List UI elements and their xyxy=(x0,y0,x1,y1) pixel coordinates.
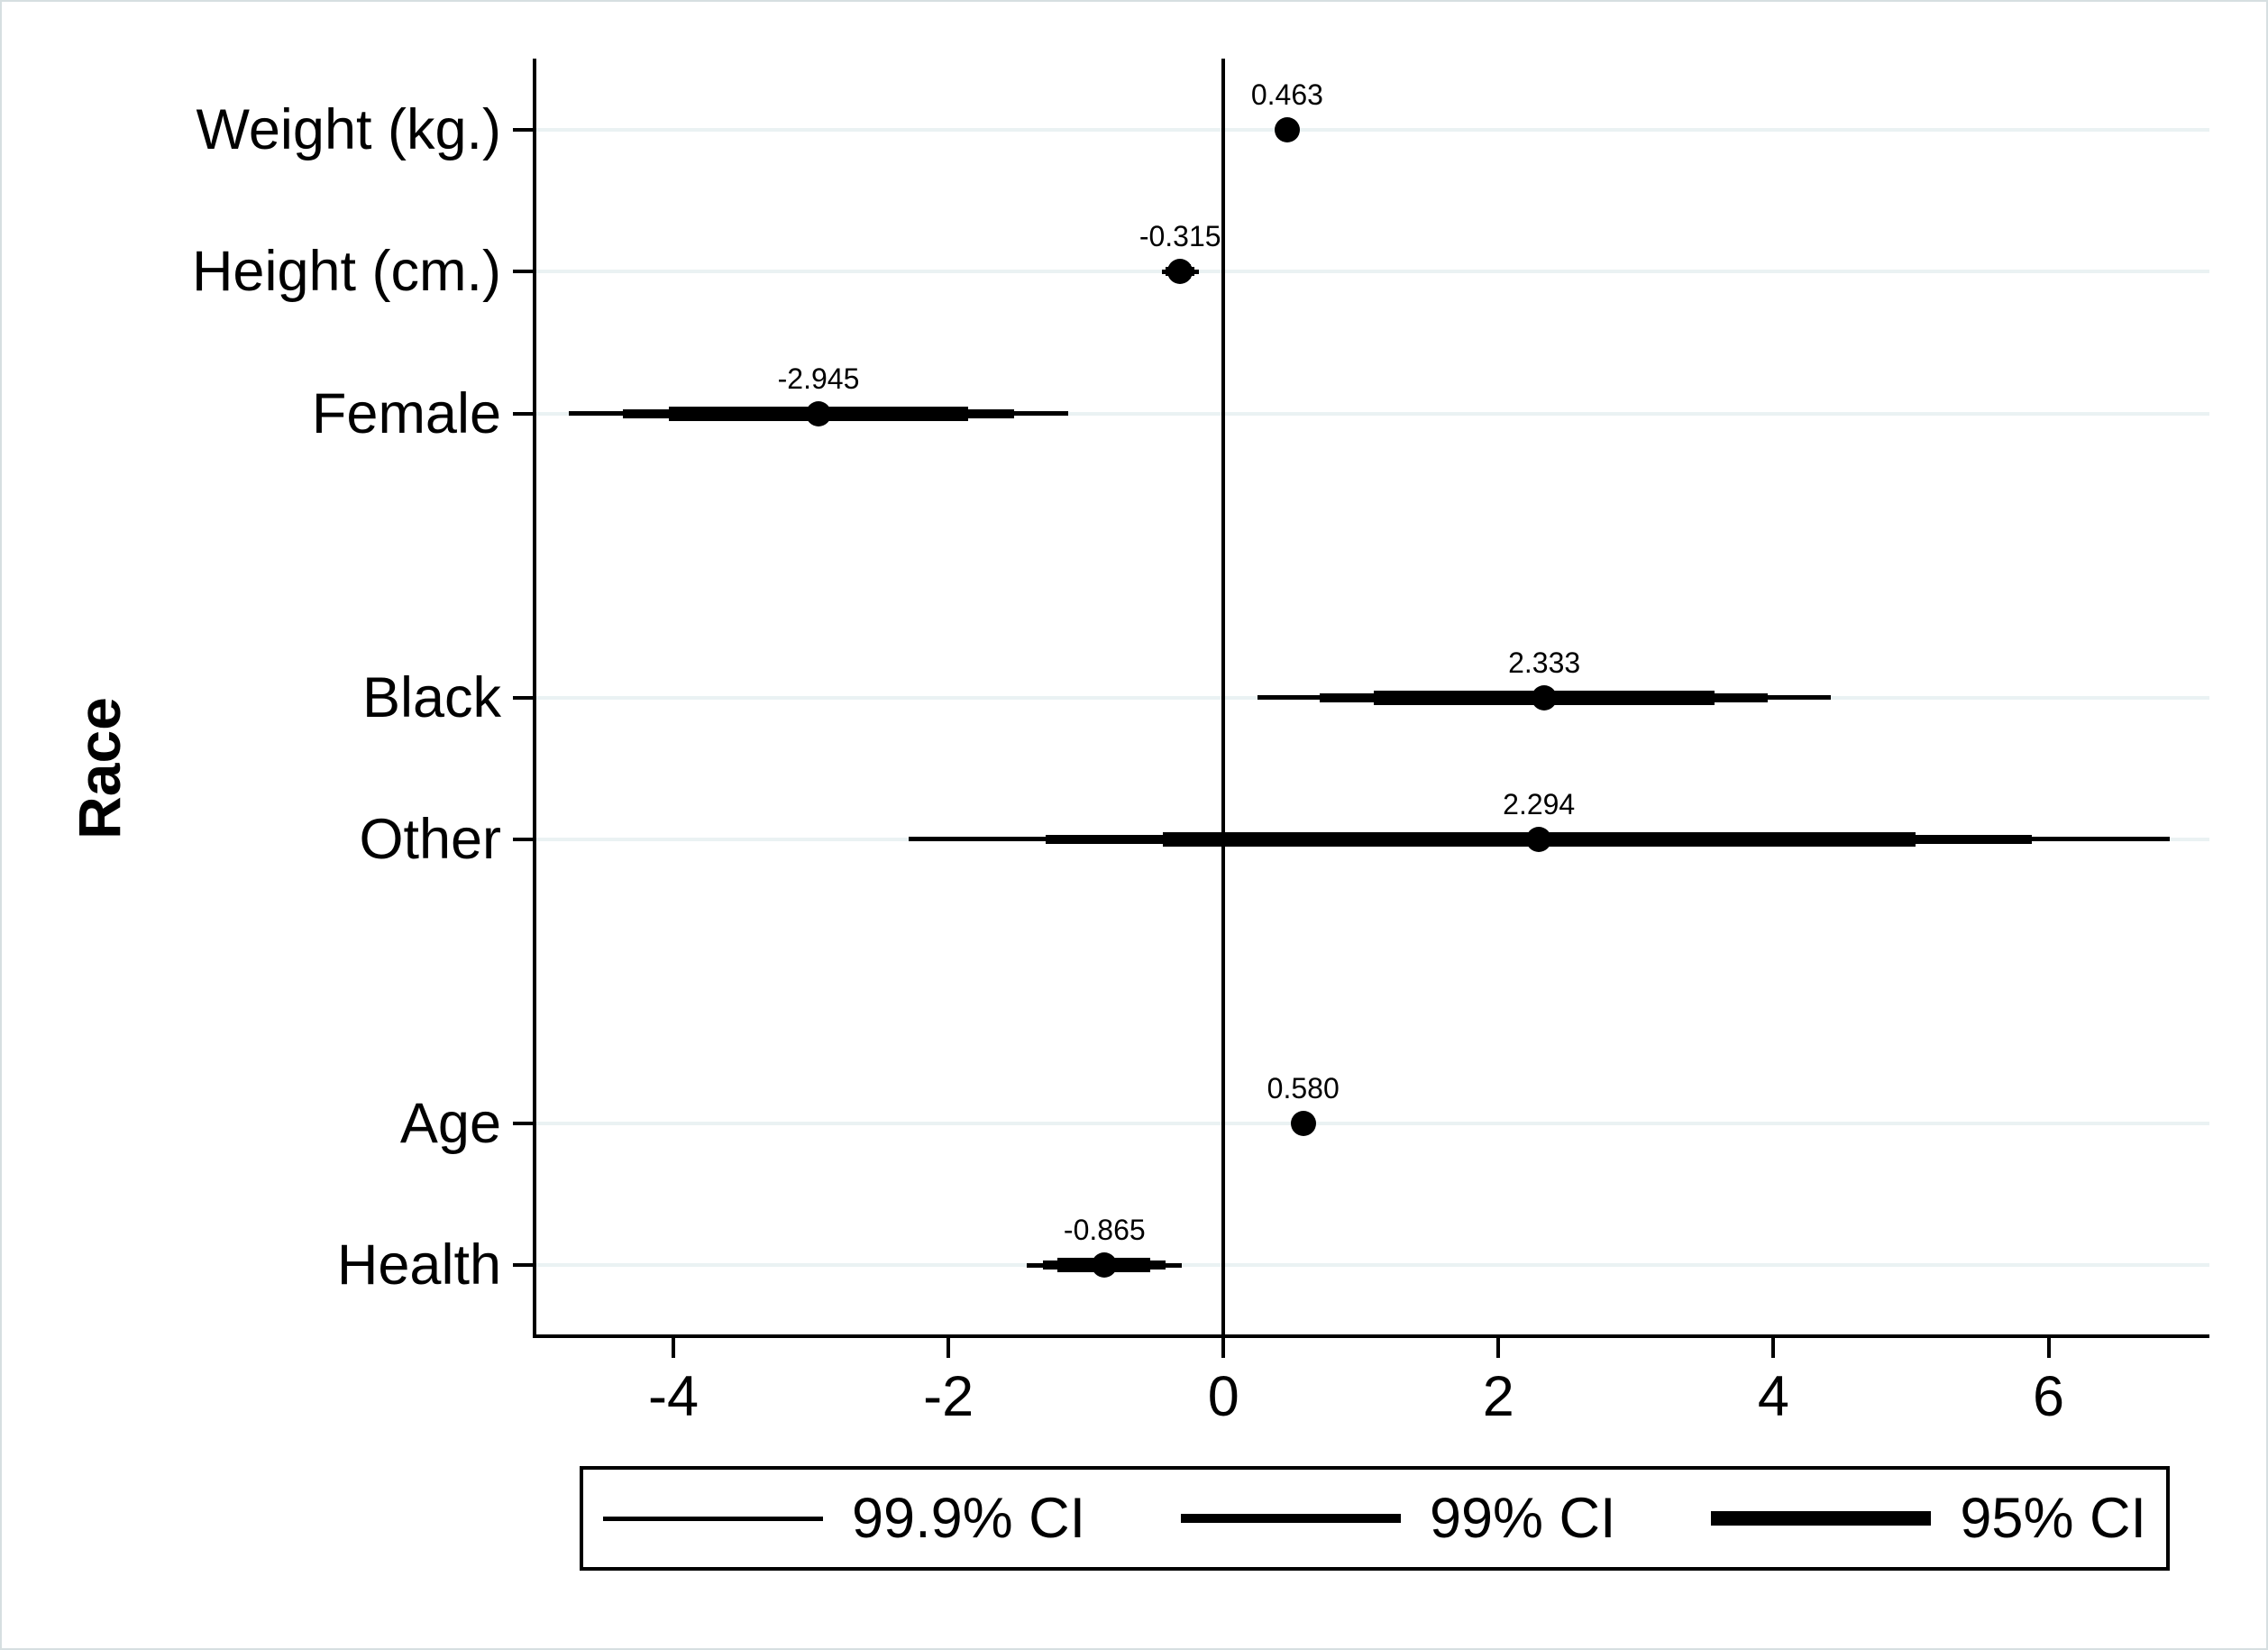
y-tick xyxy=(513,837,535,841)
ci-legend: 99.9% CI 99% CI 95% CI xyxy=(580,1466,2170,1571)
y-axis-title: Race xyxy=(66,697,133,839)
category-label: Black xyxy=(361,665,501,729)
category-label: Age xyxy=(399,1091,501,1155)
x-tick xyxy=(672,1336,676,1358)
gridline xyxy=(535,1263,2209,1268)
y-tick xyxy=(513,695,535,700)
estimate-label: 0.463 xyxy=(1250,78,1323,111)
estimate-dot xyxy=(1167,259,1193,285)
legend-label-95: 95% CI xyxy=(1960,1487,2146,1550)
y-axis-line xyxy=(533,59,536,1336)
x-tick xyxy=(1771,1336,1776,1358)
y-tick xyxy=(513,411,535,416)
ci-99-line-sample-icon xyxy=(1180,1514,1401,1523)
x-tick-label: 2 xyxy=(1482,1365,1514,1428)
estimate-label: 0.580 xyxy=(1267,1071,1340,1105)
category-label: Height (cm.) xyxy=(191,240,501,304)
x-tick xyxy=(947,1336,951,1358)
estimate-dot xyxy=(1526,826,1552,852)
estimate-label: 2.333 xyxy=(1508,646,1581,679)
category-label: Health xyxy=(336,1233,501,1297)
x-tick xyxy=(1221,1336,1226,1358)
ci-95-line-sample-icon xyxy=(1711,1511,1932,1526)
estimate-dot xyxy=(1274,116,1300,142)
category-label: Female xyxy=(311,381,501,445)
estimate-label: -0.865 xyxy=(1063,1214,1146,1247)
x-tick xyxy=(2046,1336,2051,1358)
estimate-label: -0.315 xyxy=(1139,220,1221,253)
gridline xyxy=(535,1121,2209,1125)
estimate-dot xyxy=(1532,684,1558,710)
gridline xyxy=(535,127,2209,132)
legend-label-99: 99% CI xyxy=(1429,1487,1616,1550)
ci-999-line-sample-icon xyxy=(603,1516,823,1521)
y-tick xyxy=(513,1121,535,1125)
category-label: Other xyxy=(359,807,501,871)
x-tick-label: -4 xyxy=(648,1365,700,1428)
x-tick-label: 4 xyxy=(1757,1365,1789,1428)
legend-label-999: 99.9% CI xyxy=(852,1487,1086,1550)
gridline xyxy=(535,270,2209,274)
legend-entry-95: 95% CI xyxy=(1711,1487,2146,1550)
estimate-dot xyxy=(1092,1252,1118,1279)
category-label: Weight (kg.) xyxy=(196,97,501,161)
x-tick-label: -2 xyxy=(923,1365,974,1428)
x-tick-label: 6 xyxy=(2032,1365,2065,1428)
estimate-dot xyxy=(1290,1110,1316,1136)
estimate-label: 2.294 xyxy=(1503,787,1576,820)
legend-entry-99: 99% CI xyxy=(1180,1487,1616,1550)
gridline xyxy=(535,411,2209,416)
zero-reference-line xyxy=(1221,59,1226,1336)
y-tick xyxy=(513,1263,535,1268)
x-tick-label: 0 xyxy=(1207,1365,1239,1428)
estimate-label: -2.945 xyxy=(777,362,860,395)
estimate-dot xyxy=(806,400,831,426)
y-tick xyxy=(513,127,535,132)
x-axis-line xyxy=(533,1334,2209,1338)
legend-entry-999: 99.9% CI xyxy=(603,1487,1085,1550)
x-tick xyxy=(1496,1336,1501,1358)
y-tick xyxy=(513,270,535,274)
